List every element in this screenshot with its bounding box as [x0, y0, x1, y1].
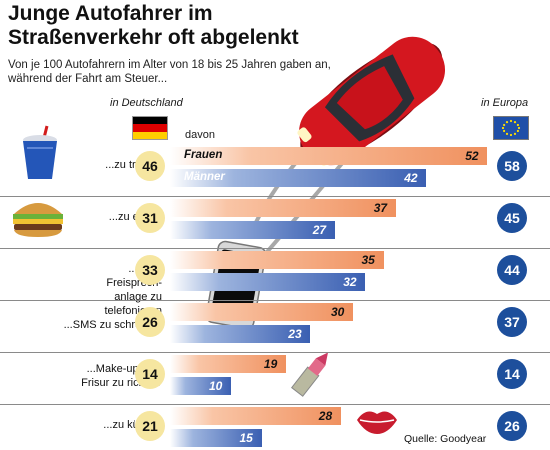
row-divider — [0, 352, 550, 353]
europe-value: 14 — [497, 359, 527, 389]
source-note: Quelle: Goodyear — [404, 433, 487, 445]
europe-value: 58 — [497, 151, 527, 181]
chart-title: Junge Autofahrer im Straßenverkehr oft a… — [8, 2, 299, 49]
row-divider — [0, 404, 550, 405]
germany-value: 14 — [135, 359, 165, 389]
bar-value-maenner: 27 — [312, 223, 327, 237]
bar-maenner — [170, 325, 311, 343]
bar-frauen — [170, 199, 396, 217]
germany-header: in Deutschland — [110, 97, 183, 109]
germany-value: 31 — [135, 203, 165, 233]
red-car-icon — [248, 36, 446, 262]
bar-value-frauen: 30 — [331, 305, 345, 319]
germany-value: 26 — [135, 307, 165, 337]
europe-value: 45 — [497, 203, 527, 233]
bar-frauen — [170, 407, 341, 425]
europe-value: 37 — [497, 307, 527, 337]
germany-flag-icon — [132, 116, 168, 140]
row-divider — [0, 248, 550, 249]
row-divider — [0, 300, 550, 301]
europe-value: 44 — [497, 255, 527, 285]
bar-value-frauen: 52 — [465, 149, 479, 163]
bar-maenner — [170, 429, 262, 447]
series-label-frauen: Frauen — [184, 149, 223, 161]
germany-value: 33 — [135, 255, 165, 285]
drink-cup-icon — [23, 125, 57, 179]
europe-header: in Europa — [481, 97, 529, 109]
bar-maenner — [170, 221, 335, 239]
bar-maenner — [170, 169, 427, 187]
germany-value: 46 — [135, 151, 165, 181]
bar-value-frauen: 28 — [318, 409, 333, 423]
bar-value-frauen: 35 — [361, 253, 375, 267]
bar-value-maenner: 15 — [239, 431, 253, 445]
europe-value: 26 — [497, 411, 527, 441]
bar-value-maenner: 23 — [288, 327, 302, 341]
bar-value-maenner: 32 — [343, 275, 357, 289]
bar-frauen — [170, 251, 384, 269]
lipstick-icon — [291, 352, 329, 397]
davon-header: davon — [185, 129, 215, 141]
chart-subtitle: Von je 100 Autofahrern im Alter von 18 b… — [8, 59, 331, 85]
bar-frauen — [170, 147, 488, 165]
row-divider — [0, 196, 550, 197]
eu-flag-icon — [493, 116, 529, 140]
bar-frauen — [170, 303, 353, 321]
bar-value-maenner: 42 — [404, 171, 418, 185]
burger-icon — [13, 203, 63, 237]
bar-value-maenner: 10 — [209, 379, 223, 393]
bar-maenner — [170, 273, 366, 291]
bar-frauen — [170, 355, 286, 373]
germany-value: 21 — [135, 411, 165, 441]
bar-value-frauen: 37 — [373, 201, 388, 215]
series-label-maenner: Männer — [184, 171, 225, 183]
bar-value-frauen: 19 — [263, 357, 278, 371]
bar-maenner — [170, 377, 231, 395]
lips-kiss-icon — [357, 411, 397, 434]
